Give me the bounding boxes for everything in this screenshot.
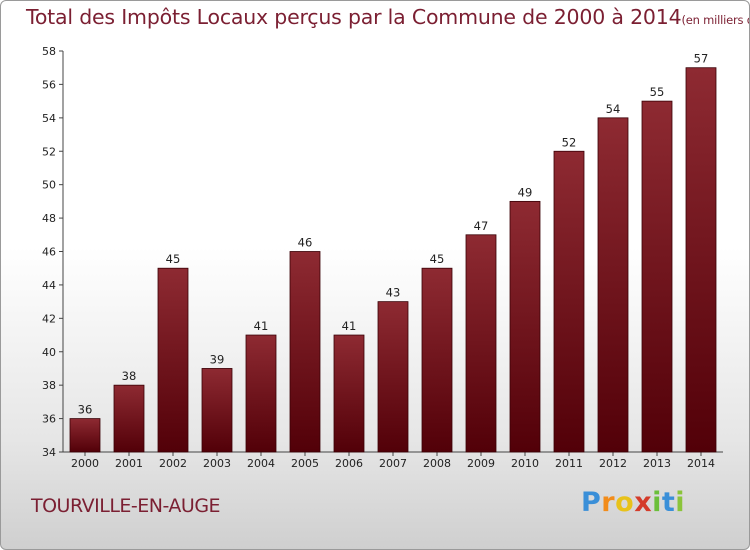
data-label: 43 (386, 286, 401, 300)
proxiti-logo[interactable]: Proxiti (581, 487, 685, 518)
y-tick-label: 50 (42, 179, 56, 192)
logo-letter: o (615, 487, 635, 518)
data-label: 41 (254, 319, 269, 333)
x-tick-label: 2010 (511, 457, 539, 470)
bar (641, 100, 673, 453)
logo-letter: i (652, 487, 662, 518)
x-tick-label: 2006 (335, 457, 363, 470)
data-label: 54 (606, 102, 621, 116)
data-label: 38 (122, 369, 137, 383)
data-label: 45 (166, 252, 181, 266)
x-tick-label: 2000 (71, 457, 99, 470)
y-tick-label: 46 (42, 246, 56, 259)
bar (113, 384, 145, 453)
bar (509, 200, 541, 453)
bar (333, 334, 365, 453)
x-tick-label: 2007 (379, 457, 407, 470)
bar (69, 418, 101, 453)
y-tick-label: 52 (42, 145, 56, 158)
bar (157, 267, 189, 453)
x-tick-label: 2014 (687, 457, 715, 470)
logo-letter: r (601, 487, 616, 518)
x-tick-label: 2002 (159, 457, 187, 470)
y-tick-label: 48 (42, 212, 56, 225)
y-tick-label: 44 (42, 279, 56, 292)
y-tick-label: 36 (42, 413, 56, 426)
bar (553, 150, 585, 453)
y-tick-label: 56 (42, 78, 56, 91)
data-label: 49 (518, 185, 533, 199)
data-label: 47 (474, 219, 489, 233)
y-tick-label: 40 (42, 346, 56, 359)
data-label: 55 (650, 85, 665, 99)
bar (421, 267, 453, 453)
bar (377, 301, 409, 453)
y-tick-label: 34 (42, 446, 56, 459)
data-label: 41 (342, 319, 357, 333)
y-tick-label: 38 (42, 379, 56, 392)
bar (465, 234, 497, 453)
x-tick-label: 2003 (203, 457, 231, 470)
logo-letter: x (634, 487, 653, 518)
title-main: Total des Impôts Locaux perçus par la Co… (26, 5, 682, 29)
commune-name: TOURVILLE-EN-AUGE (31, 495, 221, 517)
bar (289, 251, 321, 453)
x-tick-label: 2008 (423, 457, 451, 470)
bar (201, 368, 233, 453)
x-tick-label: 2012 (599, 457, 627, 470)
title-unit: (en milliers d'€) (681, 13, 749, 27)
bar (597, 117, 629, 453)
x-tick-label: 2001 (115, 457, 143, 470)
x-tick-label: 2005 (291, 457, 319, 470)
data-label: 45 (430, 252, 445, 266)
data-label: 46 (298, 236, 313, 250)
axes: 34 36 38 40 42 44 46 48 50 52 54 56 58 2000 2001 2002 20… (42, 45, 723, 470)
bar (685, 67, 717, 453)
data-label: 36 (78, 403, 93, 417)
logo-letter: i (675, 487, 686, 518)
logo-letter: P (581, 487, 602, 518)
chart-title: Total des Impôts Locaux perçus par la Co… (26, 5, 749, 29)
logo-letter: t (661, 487, 676, 518)
data-label: 39 (210, 352, 225, 366)
y-tick-label: 54 (42, 112, 56, 125)
y-tick-label: 58 (42, 45, 56, 58)
x-tick-label: 2004 (247, 457, 275, 470)
x-tick-label: 2011 (555, 457, 583, 470)
y-tick-label: 42 (42, 312, 56, 325)
bars: 36 38 45 39 41 46 41 43 45 47 49 52 54 55 57 (69, 52, 717, 453)
x-tick-label: 2009 (467, 457, 495, 470)
x-tick-label: 2013 (643, 457, 671, 470)
data-label: 57 (694, 52, 709, 66)
bar (245, 334, 277, 453)
data-label: 52 (562, 135, 577, 149)
